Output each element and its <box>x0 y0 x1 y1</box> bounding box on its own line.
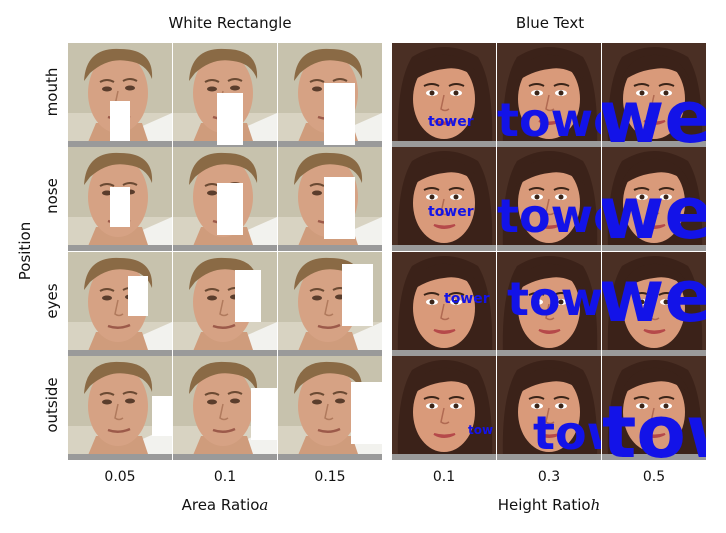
blue-text-overlay: tower <box>497 189 601 243</box>
right-x-axis-text: Height Ratio <box>497 496 591 514</box>
text-face-mouth-2: tower <box>497 43 601 147</box>
rect-face-mouth-2 <box>173 43 277 147</box>
white-rectangle <box>324 177 355 239</box>
blue-text-overlay: tow <box>468 423 494 437</box>
rect-face-nose-1 <box>68 147 172 251</box>
left-x-axis-label: Area Ratioa <box>125 496 325 514</box>
left-col-label-1: 0.05 <box>104 469 136 485</box>
rect-face-mouth-3 <box>278 43 382 147</box>
rect-face-outside-1 <box>68 356 172 460</box>
text-face-nose-1: tower <box>392 147 496 251</box>
row-label-outside: outside <box>43 377 61 433</box>
text-face-eyes-1: tower <box>392 252 496 356</box>
right-panel-title: Blue Text <box>515 14 585 32</box>
right-x-axis-var: h <box>590 496 601 514</box>
white-rectangle <box>110 101 130 141</box>
white-rectangle <box>351 382 382 444</box>
text-face-mouth-3: tower <box>602 43 706 147</box>
row-label-eyes: eyes <box>43 283 61 319</box>
blue-text-overlay: tow <box>533 406 601 460</box>
white-rectangle <box>217 183 243 235</box>
blue-text-overlay: tower <box>428 114 474 130</box>
white-rectangle <box>152 396 172 436</box>
rect-face-nose-3 <box>278 147 382 251</box>
white-rectangle <box>235 270 261 322</box>
rect-face-outside-2 <box>173 356 277 460</box>
left-x-axis-text: Area Ratio <box>181 496 260 514</box>
text-face-eyes-3: tower <box>602 252 706 356</box>
blue-text-overlay: tower <box>602 75 706 147</box>
blue-text-overlay: tower <box>602 171 706 251</box>
text-face-outside-2: tow <box>497 356 601 460</box>
blue-text-overlay: tow <box>602 390 706 460</box>
left-panel-title: White Rectangle <box>168 14 292 32</box>
left-col-label-3: 0.15 <box>314 469 346 485</box>
text-face-outside-1: tow <box>392 356 496 460</box>
white-rectangle <box>324 83 355 145</box>
right-x-axis-label: Height Ratioh <box>449 496 649 514</box>
text-face-eyes-2: tower <box>497 252 601 356</box>
y-axis-label: Position <box>16 221 34 281</box>
rect-face-eyes-2 <box>173 252 277 356</box>
rect-face-eyes-3 <box>278 252 382 356</box>
right-col-label-2: 0.3 <box>537 469 561 485</box>
white-rectangle <box>342 264 373 326</box>
row-label-mouth: mouth <box>43 67 61 117</box>
left-x-axis-var: a <box>259 496 269 514</box>
rect-face-eyes-1 <box>68 252 172 356</box>
rect-face-mouth-1 <box>68 43 172 147</box>
left-col-label-2: 0.1 <box>213 469 237 485</box>
blue-text-overlay: tower <box>497 93 601 147</box>
right-col-label-3: 0.5 <box>642 469 666 485</box>
text-face-outside-3: tow <box>602 356 706 460</box>
white-rectangle <box>110 187 130 227</box>
blue-text-overlay: tower <box>602 254 706 338</box>
row-label-nose: nose <box>43 178 61 214</box>
rect-face-outside-3 <box>278 356 382 460</box>
white-rectangle <box>128 276 148 316</box>
rect-face-nose-2 <box>173 147 277 251</box>
text-face-mouth-1: tower <box>392 43 496 147</box>
text-face-nose-2: tower <box>497 147 601 251</box>
text-face-nose-3: tower <box>602 147 706 251</box>
blue-text-overlay: tower <box>444 291 490 307</box>
right-col-label-1: 0.1 <box>432 469 456 485</box>
blue-text-overlay: tower <box>428 204 474 220</box>
white-rectangle <box>251 388 277 440</box>
white-rectangle <box>217 93 243 145</box>
blue-text-overlay: tower <box>507 272 601 326</box>
